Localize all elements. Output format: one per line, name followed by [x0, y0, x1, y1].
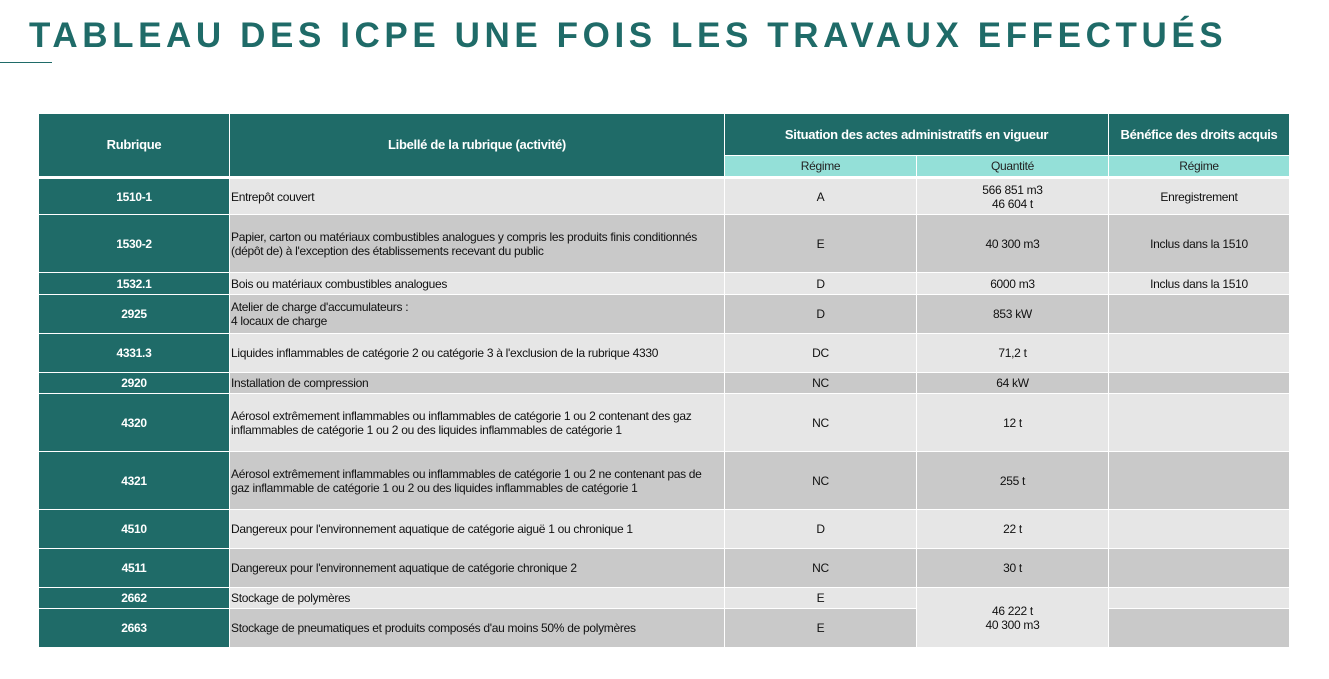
rubrique-cell: 2920	[38, 372, 230, 394]
page-title: TABLEAU DES ICPE UNE FOIS LES TRAVAUX EF…	[29, 16, 1228, 55]
header-rubrique: Rubrique	[38, 113, 230, 178]
rubrique-cell: 1532.1	[38, 272, 230, 295]
benefice-cell	[1108, 548, 1290, 588]
table-row: 1530-2 Papier, carton ou matériaux combus…	[38, 214, 1290, 273]
table-row: 4320 Aérosol extrêmement inflammables ou …	[38, 393, 1290, 452]
regime-cell: E	[724, 608, 917, 648]
regime-cell: E	[724, 587, 917, 609]
benefice-cell	[1108, 608, 1290, 648]
regime-cell: A	[724, 176, 917, 215]
regime-cell: NC	[724, 451, 917, 510]
subheader-regime-droits: Régime	[1108, 155, 1290, 178]
rubrique-cell: 1510-1	[38, 176, 230, 215]
table-row: 4511 Dangereux pour l'environnement aquat…	[38, 548, 1290, 588]
benefice-cell	[1108, 294, 1290, 334]
regime-cell: NC	[724, 393, 917, 452]
libelle-cell: Installation de compression	[229, 372, 725, 394]
rubrique-cell: 4321	[38, 451, 230, 510]
quantite-cell: 12 t	[916, 393, 1109, 452]
libelle-cell: Aérosol extrêmement inflammables ou infl…	[229, 393, 725, 452]
regime-cell: DC	[724, 333, 917, 373]
benefice-cell	[1108, 587, 1290, 609]
libelle-cell: Bois ou matériaux combustibles analogues	[229, 272, 725, 295]
rubrique-cell: 2663	[38, 608, 230, 648]
benefice-cell: Inclus dans la 1510	[1108, 272, 1290, 295]
title-underline	[0, 62, 52, 63]
quantite-cell: 566 851 m3 46 604 t	[916, 176, 1109, 215]
regime-cell: NC	[724, 372, 917, 394]
table-row: 1510-1 Entrepôt couvert A 566 851 m3 46 604…	[38, 176, 1290, 215]
table-row: 4510 Dangereux pour l'environnement aquat…	[38, 509, 1290, 549]
quantite-cell: 30 t	[916, 548, 1109, 588]
subheader-quantite: Quantité	[916, 155, 1109, 178]
rubrique-cell: 2925	[38, 294, 230, 334]
rubrique-cell: 4320	[38, 393, 230, 452]
benefice-cell	[1108, 451, 1290, 510]
header-libelle: Libellé de la rubrique (activité)	[229, 113, 725, 178]
libelle-cell: Entrepôt couvert	[229, 176, 725, 215]
quantite-cell: 853 kW	[916, 294, 1109, 334]
table-row: 2925 Atelier de charge d'accumulateurs : …	[38, 294, 1290, 334]
quantite-cell: 40 300 m3	[916, 214, 1109, 273]
table-row: 2663 Stockage de pneumatiques et produits…	[38, 608, 1290, 648]
header-situation: Situation des actes administratifs en vi…	[724, 113, 1109, 156]
rubrique-cell: 1530-2	[38, 214, 230, 273]
libelle-cell: Stockage de pneumatiques et produits com…	[229, 608, 725, 648]
libelle-cell: Dangereux pour l'environnement aquatique…	[229, 509, 725, 549]
regime-cell: D	[724, 272, 917, 295]
quantite-cell: 71,2 t	[916, 333, 1109, 373]
benefice-cell: Enregistrement	[1108, 176, 1290, 215]
table-row: 2662 Stockage de polymères E 46 222 t 40 30…	[38, 587, 1290, 648]
quantite-cell: 6000 m3	[916, 272, 1109, 295]
benefice-cell: Inclus dans la 1510	[1108, 214, 1290, 273]
rubrique-cell: 4511	[38, 548, 230, 588]
quantite-cell: 22 t	[916, 509, 1109, 549]
libelle-cell: Stockage de polymères	[229, 587, 725, 609]
benefice-cell	[1108, 393, 1290, 452]
table-row: 1532.1 Bois ou matériaux combustibles ana…	[38, 272, 1290, 295]
header-benefice: Bénéfice des droits acquis	[1108, 113, 1290, 156]
libelle-cell: Dangereux pour l'environnement aquatique…	[229, 548, 725, 588]
libelle-cell: Liquides inflammables de catégorie 2 ou …	[229, 333, 725, 373]
benefice-cell	[1108, 372, 1290, 394]
subheader-regime: Régime	[724, 155, 917, 178]
benefice-cell	[1108, 333, 1290, 373]
libelle-cell: Aérosol extrêmement inflammables ou infl…	[229, 451, 725, 510]
rubrique-cell: 2662	[38, 587, 230, 609]
libelle-cell: Papier, carton ou matériaux combustibles…	[229, 214, 725, 273]
regime-cell: D	[724, 509, 917, 549]
rubrique-cell: 4331.3	[38, 333, 230, 373]
regime-cell: E	[724, 214, 917, 273]
table-row: 2920 Installation de compression NC 64 kW	[38, 372, 1290, 394]
quantite-cell: 46 222 t 40 300 m3	[916, 587, 1109, 648]
quantite-cell: 64 kW	[916, 372, 1109, 394]
rubrique-cell: 4510	[38, 509, 230, 549]
table-row: 4331.3 Liquides inflammables de catégorie…	[38, 333, 1290, 373]
table-row: 4321 Aérosol extrêmement inflammables ou …	[38, 451, 1290, 510]
regime-cell: NC	[724, 548, 917, 588]
icpe-table: Rubrique Libellé de la rubrique (activit…	[38, 113, 1290, 648]
quantite-cell: 255 t	[916, 451, 1109, 510]
benefice-cell	[1108, 509, 1290, 549]
libelle-cell: Atelier de charge d'accumulateurs : 4 lo…	[229, 294, 725, 334]
regime-cell: D	[724, 294, 917, 334]
